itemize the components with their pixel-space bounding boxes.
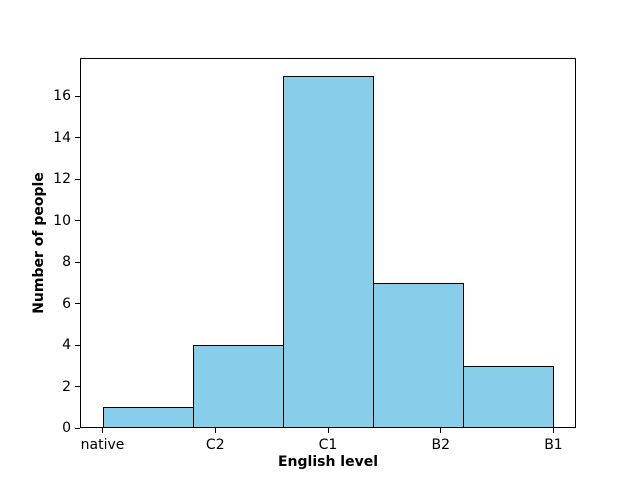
x-tick-label: B2 [431, 437, 450, 453]
y-tick-label: 12 [53, 171, 71, 188]
x-tick-mark [327, 428, 329, 433]
y-tick-mark [75, 344, 80, 346]
x-tick-label: C1 [318, 437, 338, 453]
x-tick-mark [214, 428, 216, 433]
y-tick-label: 16 [53, 88, 71, 105]
y-tick-mark [75, 386, 80, 388]
y-tick-mark [75, 220, 80, 222]
y-tick-label: 0 [62, 420, 71, 436]
x-tick-label: native [80, 437, 125, 453]
x-tick-label: C2 [205, 437, 225, 453]
histogram-bar [102, 407, 194, 428]
y-tick-mark [75, 95, 80, 97]
histogram-bar [373, 282, 465, 428]
y-tick-mark [75, 303, 80, 305]
x-tick-mark [102, 428, 104, 433]
y-tick-label: 6 [62, 295, 71, 312]
x-tick-mark [552, 428, 554, 433]
y-tick-label: 14 [53, 129, 71, 146]
y-tick-mark [75, 137, 80, 139]
y-axis-label: Number of people [31, 172, 47, 314]
x-tick-mark [440, 428, 442, 433]
y-tick-label: 8 [62, 254, 71, 271]
y-tick-mark [75, 261, 80, 263]
x-axis-label: English level [277, 454, 379, 470]
histogram-bar [282, 75, 375, 428]
y-tick-label: 4 [62, 337, 71, 354]
y-tick-label: 2 [62, 378, 71, 395]
x-tick-label: B1 [544, 437, 563, 453]
histogram-bar [192, 345, 284, 428]
plot-area [80, 58, 576, 428]
histogram-bar [463, 365, 555, 428]
y-tick-label: 10 [53, 212, 71, 229]
y-tick-mark [75, 178, 80, 180]
y-tick-mark [75, 427, 80, 429]
